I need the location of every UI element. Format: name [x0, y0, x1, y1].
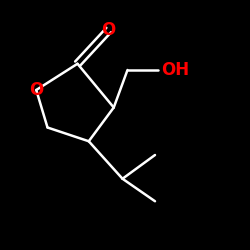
Text: O: O [29, 81, 43, 99]
Text: OH: OH [161, 61, 190, 79]
Text: O: O [102, 21, 116, 39]
